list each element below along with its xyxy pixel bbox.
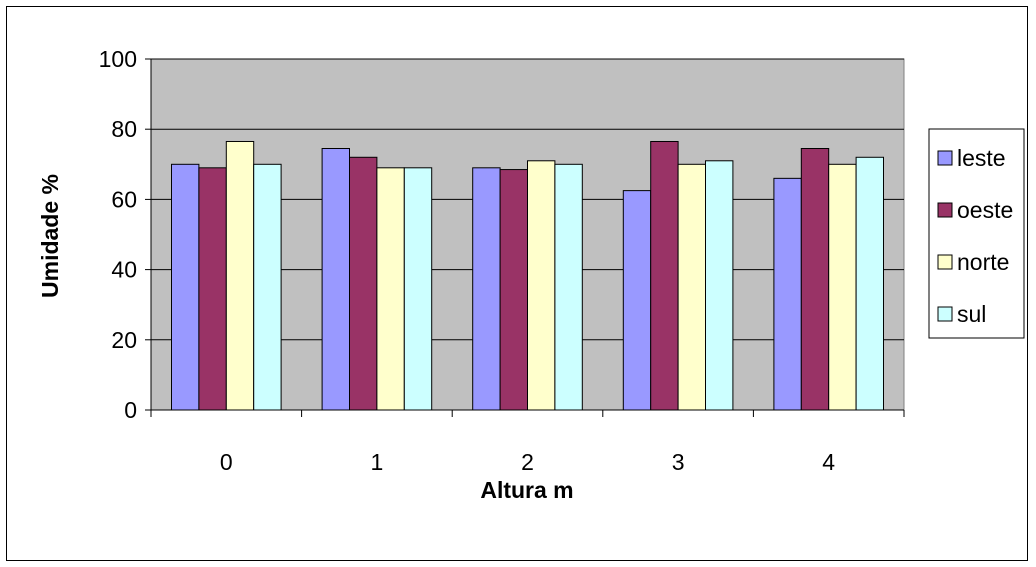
y-tick-label: 20 [111, 327, 137, 353]
bar-oeste-1 [349, 156, 378, 411]
bar-sul-4 [855, 156, 884, 411]
bar-sul-1 [403, 167, 433, 411]
bar-sul-0 [253, 163, 282, 411]
x-tick-label: 0 [220, 449, 233, 475]
legend-swatch-sul [937, 306, 953, 322]
x-tick-label: 4 [822, 449, 835, 475]
x-tick-labels: 0 1 2 3 4 [220, 449, 835, 475]
bar-sul-2 [554, 163, 583, 411]
bar-norte-1 [376, 167, 405, 411]
bar-leste-4 [773, 177, 802, 411]
bar-norte-2 [527, 160, 556, 411]
bar-leste-2 [472, 167, 501, 411]
legend-swatch-norte [937, 254, 953, 270]
x-tick-label: 3 [672, 449, 685, 475]
bar-sul-3 [705, 160, 734, 411]
x-tick-label: 2 [521, 449, 534, 475]
y-tick-label: 60 [111, 186, 137, 212]
x-tick-label: 1 [371, 449, 384, 475]
legend-entries: leste oeste norte sul [937, 145, 1013, 327]
bar-oeste-0 [198, 167, 227, 411]
bar-norte-0 [225, 140, 255, 411]
x-axis-title: Altura m [480, 477, 573, 503]
legend-label-leste: leste [957, 145, 1006, 171]
bar-oeste-2 [499, 169, 529, 411]
y-tick-label: 100 [99, 46, 137, 72]
y-tick-label: 0 [124, 397, 137, 423]
bar-oeste-3 [650, 140, 679, 411]
bar-leste-1 [321, 148, 351, 411]
y-tick-label: 80 [111, 116, 137, 142]
legend-label-sul: sul [957, 301, 986, 327]
bar-norte-3 [677, 163, 706, 411]
bar-leste-3 [622, 190, 652, 411]
y-tick-labels: 0 20 40 60 80 100 [99, 46, 137, 423]
axes [145, 58, 905, 417]
bar-oeste-4 [800, 148, 830, 411]
legend-label-oeste: oeste [957, 197, 1013, 223]
legend-label-norte: norte [957, 249, 1009, 275]
legend-swatch-oeste [937, 202, 953, 218]
y-axis-title: Umidade % [37, 174, 63, 298]
legend-swatch-leste [937, 150, 953, 166]
legend: leste oeste norte sul [928, 128, 1025, 339]
bars [171, 140, 884, 411]
y-tick-label: 40 [111, 257, 137, 283]
bar-leste-0 [171, 163, 200, 411]
bar-norte-4 [828, 163, 857, 411]
